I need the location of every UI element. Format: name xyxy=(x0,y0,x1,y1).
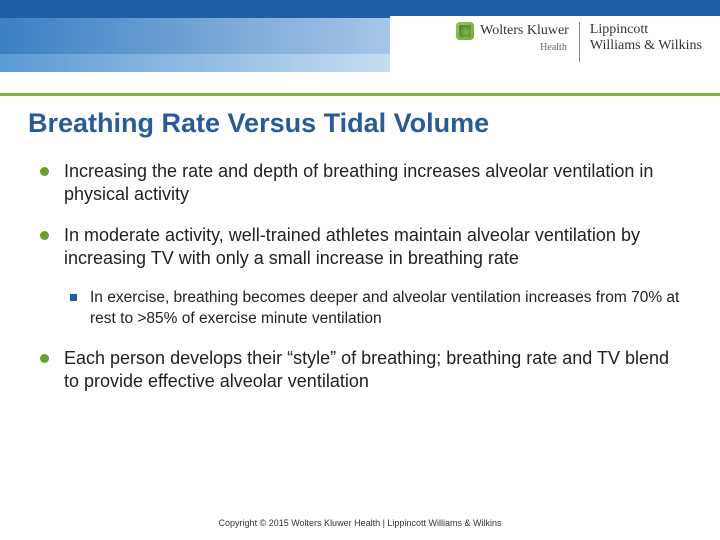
bullet-item: Each person develops their “style” of br… xyxy=(40,347,688,393)
lippincott-line2: Williams & Wilkins xyxy=(590,38,702,54)
green-accent-strip xyxy=(0,93,720,96)
header-bar: Wolters Kluwer Health Lippincott William… xyxy=(0,0,720,74)
copyright-footer: Copyright © 2015 Wolters Kluwer Health |… xyxy=(0,518,720,528)
wolters-kluwer-icon xyxy=(456,22,474,40)
logo-group: Wolters Kluwer Health Lippincott William… xyxy=(456,22,702,62)
bullet-text: In moderate activity, well-trained athle… xyxy=(64,225,640,268)
bullet-item: Increasing the rate and depth of breathi… xyxy=(40,160,688,206)
logo-divider xyxy=(579,22,580,62)
wolters-kluwer-health-text: Health xyxy=(540,42,567,53)
bullet-item: In moderate activity, well-trained athle… xyxy=(40,224,688,270)
bullet-text: Each person develops their “style” of br… xyxy=(64,348,669,391)
slide-title: Breathing Rate Versus Tidal Volume xyxy=(28,108,489,139)
sub-bullet-text: In exercise, breathing becomes deeper an… xyxy=(90,289,679,326)
wolters-kluwer-logo: Wolters Kluwer Health xyxy=(456,22,569,53)
bullet-text: Increasing the rate and depth of breathi… xyxy=(64,161,653,204)
lippincott-line1: Lippincott xyxy=(590,22,702,38)
lippincott-logo: Lippincott Williams & Wilkins xyxy=(590,22,702,54)
wolters-kluwer-line: Wolters Kluwer xyxy=(456,22,569,40)
wolters-kluwer-text: Wolters Kluwer xyxy=(480,23,569,39)
slide-content: Increasing the rate and depth of breathi… xyxy=(40,160,688,411)
sub-bullet-item: In exercise, breathing becomes deeper an… xyxy=(70,288,688,329)
